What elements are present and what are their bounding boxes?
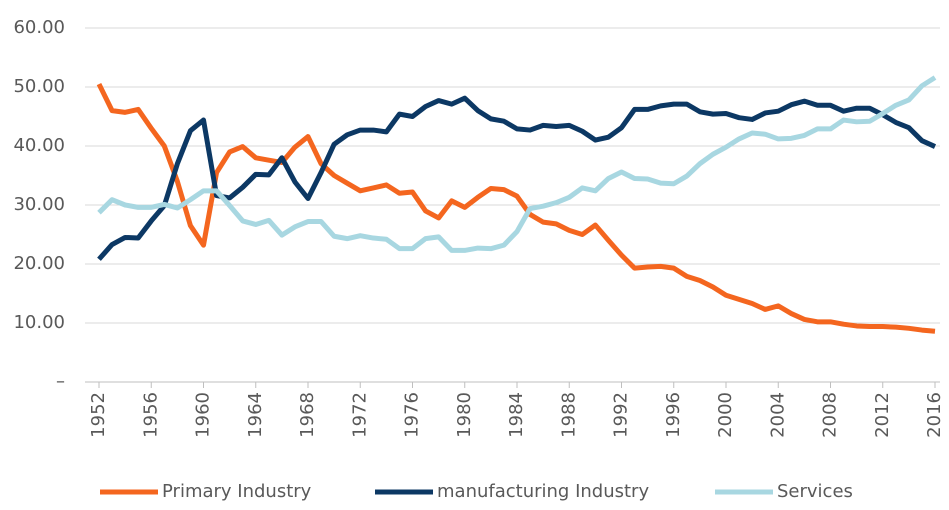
y-tick-label: 40.00: [13, 135, 65, 156]
legend-label: Services: [777, 481, 853, 502]
x-tick-label: 1952: [88, 392, 109, 438]
x-tick-label: 1996: [663, 392, 684, 438]
y-tick-label: 60.00: [13, 17, 65, 38]
y-tick-label: –: [56, 371, 65, 392]
x-tick-label: 1976: [402, 392, 423, 438]
x-tick-label: 2000: [715, 392, 736, 438]
y-tick-label: 20.00: [13, 253, 65, 274]
x-tick-label: 1988: [558, 392, 579, 438]
y-tick-label: 50.00: [13, 76, 65, 97]
x-tick-label: 2008: [820, 392, 841, 438]
x-tick-label: 2016: [924, 392, 945, 438]
series-line: [97, 75, 937, 253]
x-tick-label: 1956: [140, 392, 161, 438]
x-tick-label: 2004: [767, 392, 788, 438]
legend-label: Primary Industry: [162, 481, 312, 502]
y-tick-label: 10.00: [13, 312, 65, 333]
x-tick-label: 1964: [245, 392, 266, 438]
x-tick-label: 2012: [872, 392, 893, 438]
x-tick-label: 1968: [297, 392, 318, 438]
x-tick-label: 1960: [193, 392, 214, 438]
x-tick-label: 1984: [506, 392, 527, 438]
x-tick-label: 1972: [349, 392, 370, 438]
y-tick-label: 30.00: [13, 194, 65, 215]
legend-label: manufacturing Industry: [437, 481, 649, 502]
x-tick-label: 1992: [611, 392, 632, 438]
series-line: [97, 95, 937, 261]
series-line: [96, 82, 936, 334]
x-tick-label: 1980: [454, 392, 475, 438]
